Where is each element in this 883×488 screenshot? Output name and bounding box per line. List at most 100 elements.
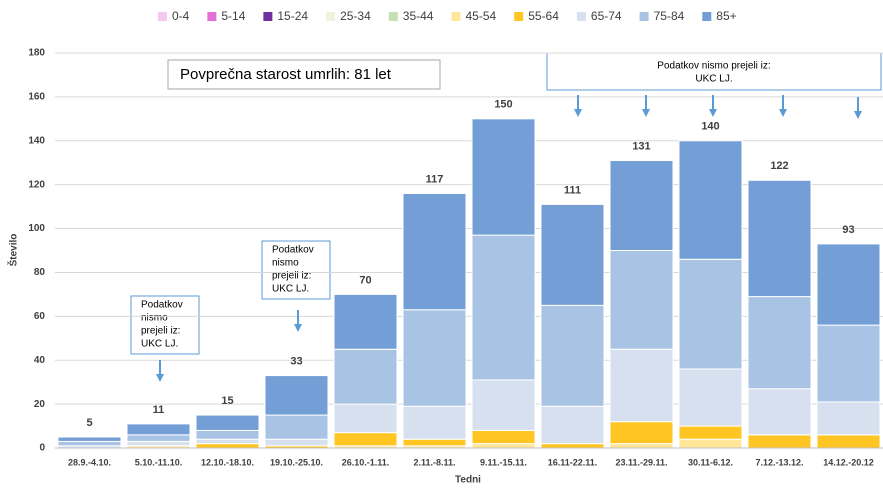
bar-segment [678, 258, 743, 370]
bar-segment [333, 432, 398, 447]
legend-swatch [158, 12, 167, 21]
bar-segment [402, 405, 467, 440]
y-tick-label: 0 [39, 443, 45, 454]
y-tick-label: 80 [34, 267, 46, 278]
x-tick-label: 16.11-22.11. [548, 457, 598, 467]
bar-segment [57, 440, 122, 447]
total-label: 150 [494, 99, 512, 111]
bar-segment [540, 443, 605, 449]
legend-label: 5-14 [221, 9, 245, 23]
arrow-head [574, 109, 582, 117]
bar-segment [402, 438, 467, 447]
bar-segment [126, 440, 191, 447]
legend-swatch [326, 12, 336, 21]
note-text: nismo [272, 258, 299, 269]
x-tick-label: 26.10.-1.11. [342, 457, 390, 467]
bar-segment [747, 434, 812, 449]
y-axis-label: Število [7, 234, 20, 267]
bar-segment [540, 203, 605, 306]
legend-swatch [639, 12, 649, 21]
y-tick-label: 20 [34, 399, 46, 410]
note-text: UKC LJ. [695, 74, 732, 85]
arrows [156, 95, 862, 382]
arrow-head [709, 109, 717, 117]
legend-swatch [207, 12, 217, 21]
bar-segment [333, 403, 398, 434]
note-box [546, 52, 882, 91]
bar-segment [126, 434, 191, 442]
y-tick-label: 180 [28, 48, 45, 59]
bar-segment [609, 160, 674, 251]
bar-segment [816, 324, 881, 403]
total-label: 111 [564, 184, 581, 196]
bar-segment [609, 421, 674, 445]
legend-label: 35-44 [403, 9, 434, 23]
x-tick-label: 14.12.-20.12 [823, 457, 874, 467]
legend-label: 65-74 [591, 9, 622, 23]
bar-segment [471, 379, 536, 431]
total-label: 33 [290, 355, 302, 367]
legend-swatch [263, 12, 273, 21]
bar-segment [609, 348, 674, 423]
x-tick-label: 19.10.-25.10. [270, 457, 323, 467]
legend-label: 0-4 [172, 9, 190, 23]
bar-segment [333, 293, 398, 350]
bar-segment [126, 423, 191, 436]
y-tick-label: 60 [34, 311, 46, 322]
total-label: 131 [632, 140, 650, 152]
note-text: UKC LJ. [272, 284, 309, 295]
note-text: Podatkov [141, 300, 183, 311]
legend-swatch [388, 12, 398, 21]
x-tick-label: 28.9.-4.10. [68, 457, 111, 467]
bar-segment [195, 438, 260, 445]
arrow-head [294, 324, 302, 332]
bar-segment [402, 192, 467, 311]
legend-swatch [702, 12, 712, 21]
legend-label: 25-34 [340, 9, 371, 23]
bar-segment [402, 309, 467, 407]
total-label: 15 [221, 395, 233, 407]
x-tick-label: 7.12.-13.12. [755, 457, 803, 467]
legend-swatch [451, 12, 461, 21]
x-tick-label: 9.11.-15.11. [480, 457, 527, 467]
bar-segment [678, 140, 743, 260]
y-tick-label: 160 [28, 92, 45, 103]
bar-segment [57, 436, 122, 442]
note-box [261, 240, 331, 300]
bar-segment [264, 414, 329, 440]
note-text: prejeli iz: [141, 326, 180, 337]
arrow-head [779, 109, 787, 117]
x-tick-label: 5.10.-11.10. [135, 457, 183, 467]
total-label: 93 [842, 224, 854, 236]
note-box [130, 295, 200, 355]
total-label: 11 [153, 404, 165, 416]
x-tick-label: 30.11-6.12. [688, 457, 733, 467]
bar-segment [471, 118, 536, 236]
x-axis-label: Tedni [455, 475, 481, 486]
note-text: Podatkov nismo prejeli iz: [657, 61, 770, 72]
bar-segment [678, 368, 743, 427]
bar-segment [471, 429, 536, 445]
x-tick-label: 23.11.-29.11. [615, 457, 667, 467]
y-tick-label: 100 [28, 223, 45, 234]
total-label: 122 [770, 160, 788, 172]
bar-segment [816, 434, 881, 449]
bar-segment [333, 348, 398, 405]
y-tick-label: 40 [34, 355, 46, 366]
total-label: 5 [86, 417, 92, 429]
bar-segment [264, 375, 329, 416]
note-text: Podatkov [272, 245, 314, 256]
legend-label: 55-64 [528, 9, 559, 23]
legend-label: 45-54 [465, 9, 496, 23]
bar-segment [471, 234, 536, 381]
x-tick-label: 2.11.-8.11. [413, 457, 455, 467]
bar-segment [264, 438, 329, 447]
bar-segment [816, 243, 881, 326]
bar-segment [540, 405, 605, 445]
bar-segment [678, 438, 743, 449]
note-text: UKC LJ. [141, 339, 178, 350]
bar-segment [747, 179, 812, 298]
bar-segment [678, 425, 743, 440]
note-text: prejeli iz: [272, 271, 311, 282]
